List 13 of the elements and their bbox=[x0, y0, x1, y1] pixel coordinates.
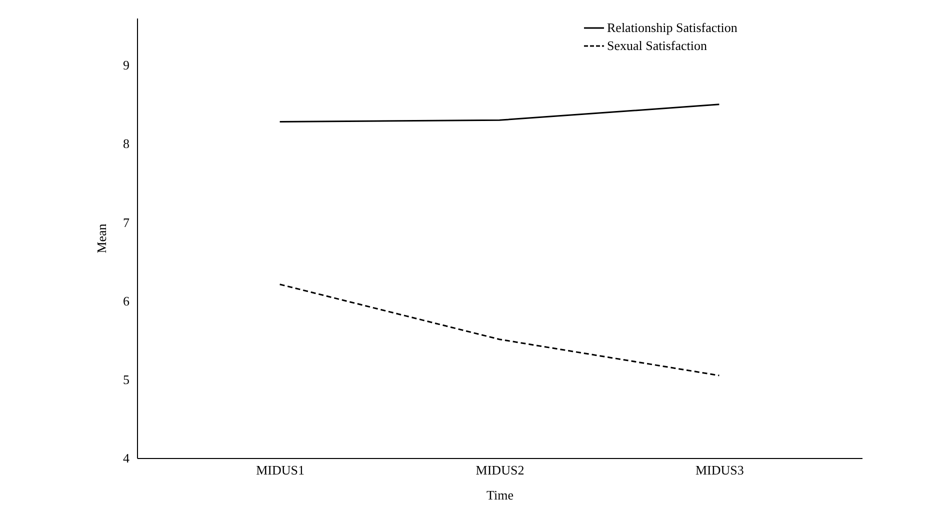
x-tick-label: MIDUS1 bbox=[256, 462, 305, 478]
x-tick-label: MIDUS3 bbox=[695, 462, 744, 478]
y-tick-label: 7 bbox=[123, 214, 130, 230]
y-tick-label: 9 bbox=[123, 58, 130, 73]
x-tick-label: MIDUS2 bbox=[476, 462, 524, 478]
y-axis-title: Mean bbox=[94, 223, 109, 254]
legend-label: Relationship Satisfaction bbox=[607, 20, 738, 35]
y-tick-label: 8 bbox=[123, 136, 130, 152]
y-tick-label: 4 bbox=[123, 450, 130, 466]
legend-label: Sexual Satisfaction bbox=[607, 38, 708, 53]
y-tick-label: 6 bbox=[123, 293, 130, 308]
y-tick-label: 5 bbox=[123, 372, 130, 387]
x-axis-title: Time bbox=[486, 488, 514, 502]
